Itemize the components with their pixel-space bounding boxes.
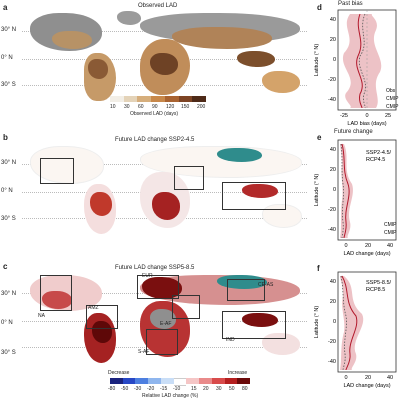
colorbar-c-tick-9: 50: [229, 386, 235, 392]
colorbar-a-tick-0: 10: [110, 104, 116, 110]
panel-d-ylabel: Latitude (° N): [314, 44, 320, 77]
panel-f-xtick-0: 0: [344, 375, 347, 381]
panel-f-ylabel: Latitude (° N): [314, 306, 320, 339]
colorbar-c-label: Relative LAD change (%): [142, 393, 199, 399]
region-label-ce-as: CE-AS: [258, 282, 274, 288]
panel-b-title: Future LAD change SSP2-4.5: [115, 137, 195, 143]
colorbar-a-tick-1: 30: [124, 104, 130, 110]
panel-a-title: Observed LAD: [138, 3, 178, 9]
colorbar-c-tick-10: 80: [242, 386, 248, 392]
region-label-amz: AMZ: [88, 305, 99, 311]
region-label-eur: EUR: [142, 273, 153, 279]
colorbar-observed-lad: [110, 96, 207, 102]
panel-a-lat-0n: 0° N: [1, 55, 13, 61]
panel-f-plot: 40 20 0 -20 -40 0 20 40 LAD change (days…: [314, 271, 397, 389]
colorbar-c-tick-4: -15: [160, 386, 168, 392]
panel-d-xlabel: LAD bias (days): [347, 121, 386, 127]
colorbar-c-decrease: Decrease: [108, 370, 130, 376]
panel-e-annotation-1: SSP2-4.5/: [366, 150, 392, 156]
panel-d-ytick-m20: -20: [328, 77, 336, 83]
panel-f-annotation-1: SSP5-8.5/: [366, 280, 392, 286]
map-change-ssp245: [22, 144, 307, 236]
panel-e-legend-cmip-2: CMIP: [384, 230, 397, 236]
panel-c-letter: c: [3, 262, 8, 271]
panel-e-xlabel: LAD change (days): [343, 251, 390, 257]
panel-e-legend-cmip-1: CMIP: [384, 222, 397, 228]
panel-a-letter: a: [3, 3, 8, 12]
panel-d-letter: d: [317, 3, 322, 12]
colorbar-c-tick-3: -20: [147, 386, 155, 392]
panel-f-ytick-20: 20: [330, 299, 336, 305]
panel-d-ytick-20: 20: [330, 37, 336, 43]
colorbar-c-tick-5: -10: [173, 386, 181, 392]
panel-f-letter: f: [317, 264, 320, 273]
panel-f-ytick-m20: -20: [328, 339, 336, 345]
colorbar-c-tick-1: -50: [121, 386, 129, 392]
panel-b-lat-30n: 30° N: [1, 160, 17, 166]
colorbar-c-tick-8: 30: [216, 386, 222, 392]
panel-e-xtick-20: 20: [365, 243, 371, 249]
panel-b-letter: b: [3, 133, 8, 142]
colorbar-c-increase: Increase: [228, 370, 248, 376]
panel-c-lat-30s: 30° S: [1, 350, 16, 356]
panel-d-xtick-25: 25: [385, 113, 391, 119]
colorbar-c-tick-2: -30: [134, 386, 142, 392]
colorbar-a-tick-5: 150: [181, 104, 190, 110]
panel-e-ylabel: Latitude (° N): [314, 174, 320, 207]
panel-f-xtick-40: 40: [387, 375, 393, 381]
panel-d-xtick-0: 0: [365, 113, 368, 119]
panel-b-lat-30s: 30° S: [1, 216, 16, 222]
panel-f-xtick-20: 20: [365, 375, 371, 381]
colorbar-a-label: Observed LAD (days): [130, 111, 179, 117]
panel-d-xtick-m25: -25: [340, 113, 348, 119]
panel-d-ytick-40: 40: [330, 17, 336, 23]
colorbar-a-tick-6: 200: [197, 104, 206, 110]
region-label-e-af: E-AF: [160, 321, 172, 327]
panel-c-title: Future LAD change SSP5-8.5: [115, 265, 195, 271]
panel-f-xlabel: LAD change (days): [343, 383, 390, 389]
panel-d-legend-obs: Obs: [386, 88, 396, 94]
panel-d-plot: 40 20 0 -20 -40 -25 0 25 LAD bias (days)…: [314, 9, 399, 127]
panel-d-ytick-m40: -40: [328, 97, 336, 103]
panel-e-ytick-20: 20: [330, 167, 336, 173]
panel-d-legend-cmip-1: CMIP: [386, 96, 399, 102]
map-change-ssp585: [22, 273, 307, 365]
colorbar-c-tick-6: 15: [191, 386, 197, 392]
panel-e-ytick-m20: -20: [328, 207, 336, 213]
colorbar-a-tick-4: 120: [166, 104, 175, 110]
colorbar-c-tick-7: 20: [203, 386, 209, 392]
panel-f-ytick-0: 0: [333, 319, 336, 325]
panel-e-xtick-0: 0: [344, 243, 347, 249]
region-label-s-af: S-AF: [138, 349, 150, 355]
map-observed-lad: [22, 11, 307, 103]
panel-e-xtick-40: 40: [387, 243, 393, 249]
panel-e-ytick-40: 40: [330, 147, 336, 153]
colorbar-relative-change: [110, 378, 251, 386]
colorbar-a-tick-3: 90: [152, 104, 158, 110]
panel-f-ytick-m40: -40: [328, 359, 336, 365]
panel-a-lat-30s: 30° S: [1, 82, 16, 88]
panel-a-lat-30n: 30° N: [1, 27, 17, 33]
panel-f-ytick-40: 40: [330, 279, 336, 285]
region-label-na: NA: [38, 313, 45, 319]
panel-e-ytick-0: 0: [333, 187, 336, 193]
panel-f-annotation-2: RCP8.5: [366, 287, 385, 293]
panel-b-lat-0n: 0° N: [1, 188, 13, 194]
panel-c-lat-0n: 0° N: [1, 320, 13, 326]
panel-d-ytick-0: 0: [333, 57, 336, 63]
panel-d-legend-cmip-2: CMIP: [386, 104, 399, 110]
panel-e-title: Future change: [334, 129, 373, 135]
panel-e-plot: 40 20 0 -20 -40 0 20 40 LAD change (days…: [314, 139, 397, 257]
panel-e-ytick-m40: -40: [328, 227, 336, 233]
colorbar-a-tick-2: 60: [138, 104, 144, 110]
region-label-ind: IND: [226, 337, 235, 343]
panel-d-title: Past bias: [338, 1, 363, 7]
colorbar-c-tick-0: -80: [108, 386, 116, 392]
panel-c-lat-30n: 30° N: [1, 291, 17, 297]
panel-e-annotation-2: RCP4.5: [366, 157, 385, 163]
panel-e-letter: e: [317, 133, 322, 142]
